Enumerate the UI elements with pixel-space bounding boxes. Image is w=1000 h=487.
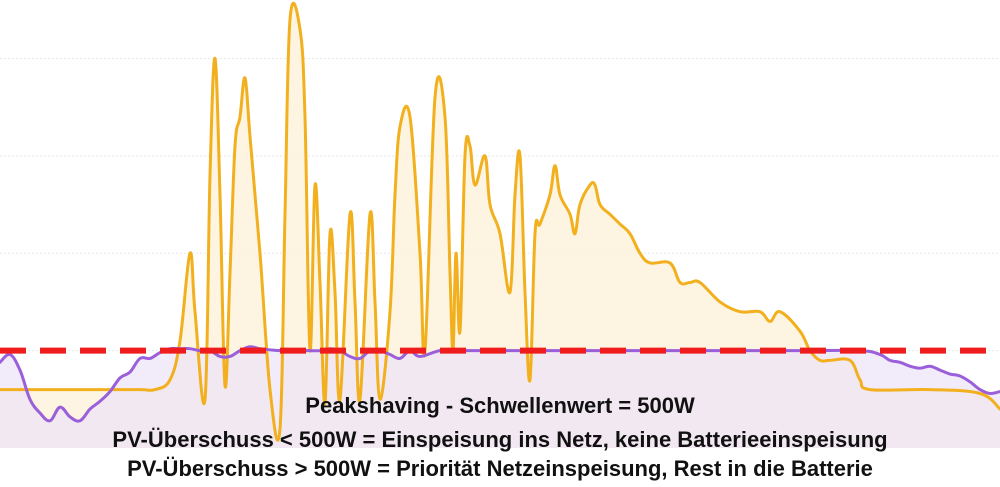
battery-charge-area — [0, 346, 1000, 449]
caption-title: Peakshaving - Schwellenwert = 500W — [305, 393, 695, 418]
pv-production-line — [0, 1, 1000, 442]
caption-line-below-threshold: PV-Überschuss < 500W = Einspeisung ins N… — [112, 427, 888, 452]
pv-production-area — [0, 3, 1000, 449]
caption-line-above-threshold: PV-Überschuss > 500W = Priorität Netzein… — [127, 456, 873, 481]
series-areas — [0, 3, 1000, 449]
